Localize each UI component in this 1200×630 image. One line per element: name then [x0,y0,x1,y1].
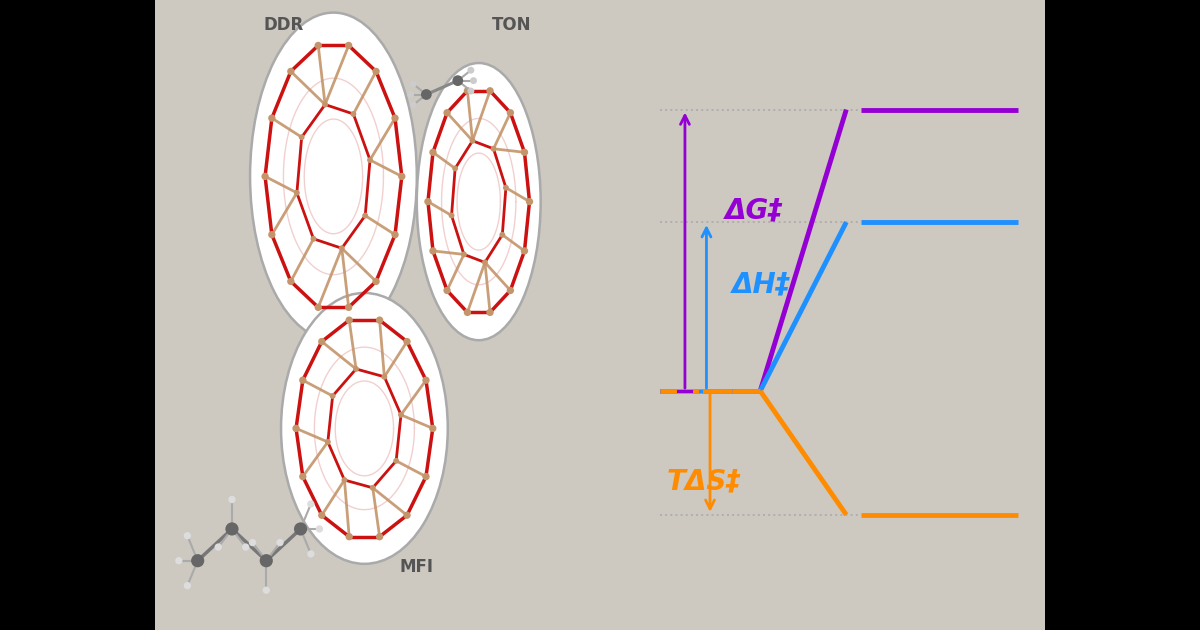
Point [340,315,359,325]
Point [340,302,359,312]
Point [263,113,282,123]
Point [340,40,359,50]
Point [323,391,342,401]
Point [292,132,311,142]
Point [301,499,320,509]
Point [438,108,457,118]
Point [385,113,404,123]
Ellipse shape [281,293,448,564]
Point [343,109,362,119]
Point [290,524,310,534]
Point [263,230,282,240]
Point [332,243,352,253]
Point [335,475,354,485]
Point [236,542,256,552]
Ellipse shape [416,63,541,340]
Point [310,524,329,534]
Text: DDR: DDR [263,16,304,34]
Point [242,537,262,547]
Point [257,556,276,566]
Text: ΔH‡: ΔH‡ [732,270,790,298]
Point [424,246,443,256]
Point [416,375,436,386]
Text: ΔG‡: ΔG‡ [725,197,782,225]
Point [304,234,323,244]
Point [391,410,410,420]
Point [455,249,474,260]
Point [442,210,461,220]
Point [370,315,389,325]
Point [312,336,331,346]
Point [293,471,312,481]
Point [293,375,312,386]
Point [281,66,300,76]
Point [287,423,306,433]
Point [497,183,516,193]
Point [424,147,443,158]
Point [257,585,276,595]
Point [366,66,385,76]
Point [500,108,520,118]
Point [448,76,467,86]
Point [401,89,420,100]
Point [256,171,275,181]
Point [515,246,534,256]
Point [445,163,464,173]
Point [312,510,331,520]
Point [169,556,188,566]
Point [403,100,422,110]
Point [484,144,503,154]
Point [461,66,480,76]
Point [458,86,478,96]
Point [370,532,389,542]
Point [386,455,406,466]
Point [270,537,289,547]
Point [178,581,197,591]
Point [520,197,539,207]
Point [287,188,306,198]
Ellipse shape [250,13,416,340]
Point [416,89,436,100]
Point [475,258,494,268]
Text: MFI: MFI [400,558,434,576]
Point [355,210,374,220]
Point [209,542,228,552]
Point [340,532,359,542]
Point [222,524,241,534]
Text: TΔS‡: TΔS‡ [667,467,742,495]
Point [188,556,208,566]
Point [374,372,394,382]
Point [392,171,412,181]
Point [493,230,512,240]
Point [366,277,385,287]
Point [515,147,534,158]
Point [397,336,416,346]
Point [397,510,416,520]
Text: TON: TON [492,16,532,34]
Point [222,495,241,505]
Point [458,307,478,318]
Point [480,86,499,96]
Point [500,285,520,295]
Point [385,230,404,240]
Point [360,155,379,165]
Point [403,79,422,89]
Point [308,302,328,312]
Point [464,76,484,86]
Point [438,285,457,295]
Point [419,197,438,207]
Point [480,307,499,318]
Point [281,277,300,287]
Point [347,364,366,374]
Point [316,100,335,110]
Point [416,471,436,481]
Point [308,40,328,50]
Point [364,483,383,493]
Point [318,437,337,447]
Point [463,135,482,146]
Point [178,530,197,541]
Point [301,549,320,559]
Point [424,423,443,433]
Point [461,86,480,96]
